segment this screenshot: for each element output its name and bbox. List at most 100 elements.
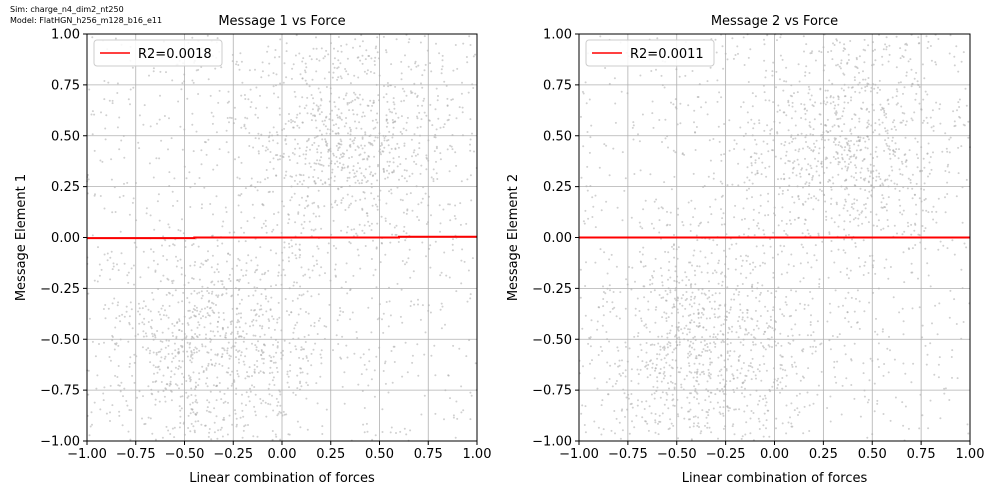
- scatter-point: [189, 342, 192, 344]
- scatter-point: [785, 222, 788, 225]
- scatter-point: [93, 194, 96, 197]
- scatter-point: [349, 138, 352, 141]
- scatter-point: [167, 223, 170, 226]
- scatter-point: [783, 315, 785, 317]
- scatter-point: [844, 297, 847, 300]
- scatter-point: [313, 264, 316, 267]
- scatter-point: [779, 381, 782, 384]
- scatter-point: [354, 199, 357, 202]
- scatter-point: [191, 401, 194, 404]
- scatter-point: [180, 330, 183, 333]
- scatter-point: [370, 171, 373, 174]
- scatter-point: [697, 326, 700, 328]
- scatter-point: [149, 417, 152, 420]
- scatter-point: [118, 410, 121, 413]
- scatter-point: [585, 102, 588, 105]
- scatter-point: [702, 363, 705, 366]
- scatter-point: [341, 385, 344, 388]
- scatter-point: [292, 331, 295, 334]
- scatter-point: [791, 140, 794, 143]
- scatter-point: [896, 102, 899, 105]
- scatter-point: [833, 261, 836, 264]
- scatter-point: [771, 385, 774, 388]
- scatter-point: [887, 137, 890, 139]
- scatter-point: [911, 197, 914, 200]
- scatter-point: [850, 326, 853, 328]
- scatter-point: [291, 245, 293, 248]
- scatter-point: [244, 116, 247, 119]
- scatter-point: [160, 139, 163, 142]
- scatter-point: [696, 398, 698, 400]
- scatter-point: [641, 416, 644, 419]
- scatter-point: [854, 90, 857, 93]
- scatter-point: [109, 359, 112, 362]
- scatter-point: [278, 410, 281, 413]
- scatter-point: [298, 180, 301, 183]
- scatter-point: [708, 372, 711, 374]
- scatter-point: [326, 251, 329, 254]
- scatter-point: [697, 383, 700, 386]
- scatter-point: [460, 411, 463, 414]
- scatter-point: [235, 356, 237, 359]
- scatter-point: [255, 86, 258, 89]
- scatter-point: [967, 432, 970, 435]
- scatter-point: [647, 429, 650, 432]
- scatter-point: [807, 304, 810, 307]
- scatter-point: [720, 153, 723, 156]
- scatter-point: [624, 341, 627, 344]
- scatter-point: [678, 75, 681, 78]
- scatter-point: [337, 149, 339, 152]
- scatter-point: [202, 315, 204, 318]
- scatter-point: [923, 77, 926, 80]
- scatter-point: [253, 386, 256, 388]
- scatter-point: [240, 161, 243, 164]
- scatter-point: [921, 121, 924, 124]
- scatter-point: [325, 144, 328, 146]
- scatter-point: [697, 224, 700, 227]
- scatter-point: [343, 125, 346, 128]
- scatter-point: [818, 278, 821, 281]
- scatter-point: [703, 292, 706, 295]
- scatter-point: [359, 198, 362, 201]
- scatter-point: [91, 110, 94, 113]
- scatter-point: [882, 374, 885, 377]
- scatter-point: [190, 408, 193, 410]
- scatter-point: [231, 370, 234, 373]
- scatter-point: [294, 95, 297, 98]
- scatter-point: [843, 160, 846, 163]
- scatter-point: [240, 269, 243, 271]
- scatter-point: [756, 169, 759, 172]
- scatter-point: [929, 285, 932, 288]
- scatter-point: [732, 57, 735, 60]
- scatter-point: [835, 381, 838, 384]
- scatter-point: [194, 381, 197, 384]
- scatter-point: [117, 301, 120, 304]
- scatter-point: [154, 438, 157, 441]
- scatter-point: [801, 232, 804, 235]
- scatter-point: [627, 397, 630, 400]
- scatter-point: [654, 431, 657, 434]
- scatter-point: [780, 177, 783, 180]
- scatter-point: [200, 149, 203, 152]
- scatter-point: [387, 144, 390, 147]
- scatter-point: [256, 365, 259, 368]
- scatter-point: [800, 132, 803, 135]
- scatter-point: [332, 124, 335, 127]
- scatter-point: [670, 422, 673, 425]
- scatter-point: [339, 75, 342, 78]
- scatter-point: [707, 175, 710, 178]
- scatter-point: [384, 217, 387, 220]
- scatter-point: [225, 211, 228, 213]
- scatter-point: [691, 346, 693, 349]
- scatter-point: [677, 246, 680, 249]
- scatter-point: [771, 346, 773, 348]
- scatter-point: [693, 321, 696, 324]
- scatter-point: [852, 218, 855, 221]
- scatter-point: [388, 172, 391, 175]
- scatter-point: [750, 410, 753, 412]
- scatter-point: [351, 195, 354, 198]
- scatter-point: [413, 149, 416, 152]
- scatter-point: [703, 308, 706, 311]
- scatter-point: [451, 249, 454, 252]
- scatter-point: [353, 91, 355, 94]
